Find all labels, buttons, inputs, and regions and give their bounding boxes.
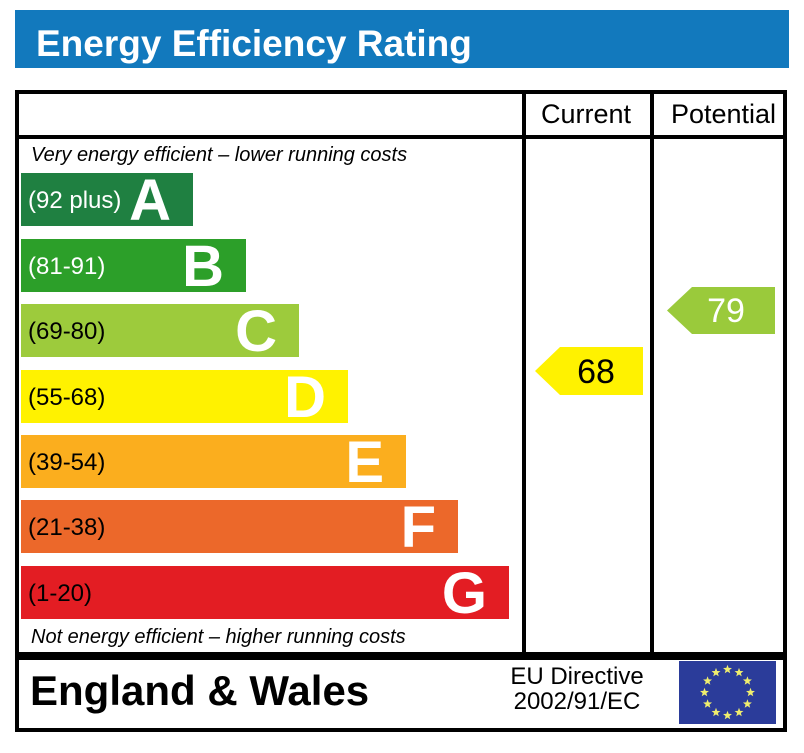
svg-text:79: 79 [707,292,745,330]
svg-text:68: 68 [577,353,615,391]
